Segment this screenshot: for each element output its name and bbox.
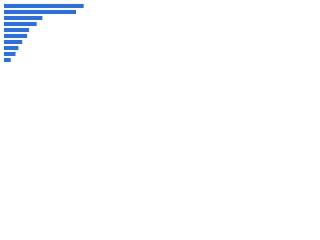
page: {"chart_data": {"type": "hbar", "categor… (0, 0, 100, 71)
bar (4, 33, 28, 39)
bar (4, 3, 84, 9)
bar (4, 45, 19, 51)
chart (4, 3, 84, 63)
bar (4, 57, 11, 63)
bar (4, 21, 37, 27)
bar (4, 51, 16, 57)
bar (4, 27, 29, 33)
bar (4, 39, 23, 45)
bar (4, 9, 76, 15)
bar (4, 15, 43, 21)
